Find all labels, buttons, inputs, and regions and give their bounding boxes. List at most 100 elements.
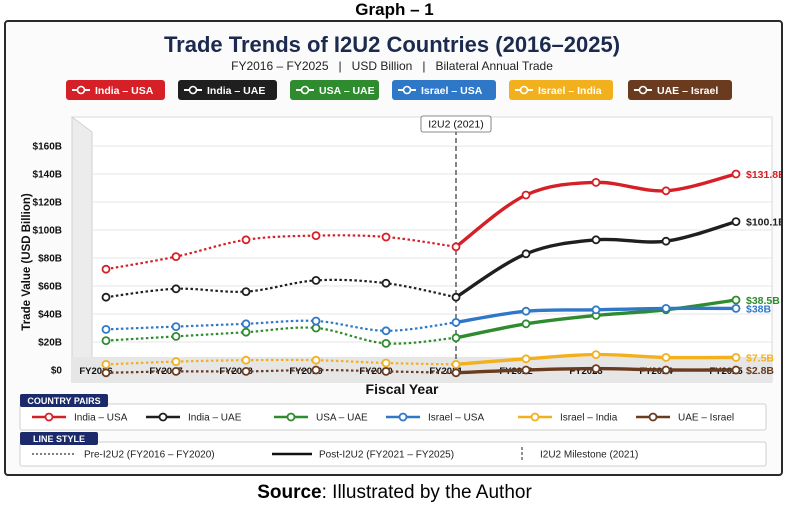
series-israel-usa-point xyxy=(171,322,181,332)
y-tick-labels: $0 $20B $40B $60B $80B $100B $120B $140B $160B xyxy=(33,142,63,377)
y-axis-label: Trade Value (USD Billion) xyxy=(21,193,33,331)
legend-pill-marker xyxy=(76,85,86,95)
series-india-uae-point xyxy=(521,249,531,259)
source-label: Source xyxy=(257,482,322,503)
series-india-uae-point xyxy=(661,236,671,246)
legend-pill-marker xyxy=(300,85,310,95)
legend-pill-marker xyxy=(638,85,648,95)
legend-pill-label: USA – UAE xyxy=(319,85,375,97)
x-axis-label: Fiscal Year xyxy=(366,381,439,397)
end-label-india-uae: $100.1B xyxy=(746,217,781,229)
milestone-style-label: I2U2 Milestone (2021) xyxy=(540,450,638,461)
series-usa-uae-pre-line xyxy=(105,326,457,345)
y-tick-label: $40B xyxy=(38,310,62,321)
legend-label-india-usa: India – USA xyxy=(74,413,128,424)
series-usa-uae-point xyxy=(241,327,251,337)
y-tick-label: $60B xyxy=(38,282,62,293)
series-india-uae-point xyxy=(731,217,741,227)
line-style-tag xyxy=(20,432,98,445)
series-uae-israel-point xyxy=(241,366,251,376)
end-labels: $131.8B $100.1B $38.5B$38B $7.5B$2.8B xyxy=(746,169,781,377)
series-israel-usa-point xyxy=(451,317,461,327)
end-label-india-usa: $131.8B xyxy=(746,169,781,181)
series-usa-uae-point xyxy=(451,333,461,343)
series-india-usa-point xyxy=(661,186,671,196)
series-israel-india-point xyxy=(241,355,251,365)
series-india-uae-point xyxy=(101,292,111,302)
legend-pill-usa-uae xyxy=(290,80,379,100)
series-india-usa-point xyxy=(101,264,111,274)
end-label-israel-india: $7.5B xyxy=(746,352,774,364)
series-israel-india-point xyxy=(451,359,461,369)
series-india-uae-point xyxy=(171,284,181,294)
milestone-label-box xyxy=(420,115,492,133)
legend-pill-marker xyxy=(519,85,529,95)
series-israel-usa-point xyxy=(381,326,391,336)
series-israel-usa-point xyxy=(521,306,531,316)
legend-pill-uae-israel xyxy=(628,80,732,100)
end-label-uae-israel: $2.8B xyxy=(746,365,774,377)
legend-pill-label: Israel – USA xyxy=(421,85,483,97)
series-israel-usa-point xyxy=(241,319,251,329)
y-tick-label: $120B xyxy=(33,198,62,209)
series-usa-uae-point xyxy=(171,331,181,341)
series-india-usa-point xyxy=(451,242,461,252)
y-tick-label: $0 xyxy=(51,366,63,377)
series-israel-usa-point xyxy=(731,303,741,313)
series-usa-uae-point xyxy=(311,323,321,333)
series-uae-israel-point xyxy=(381,366,391,376)
series-india-uae-point xyxy=(311,275,321,285)
legend-marker-israel-india xyxy=(530,412,540,422)
trade-trends-chart: Trade Trends of I2U2 Countries (2016–202… xyxy=(19,32,781,467)
legend-marker-israel-usa xyxy=(398,412,408,422)
series-usa-uae-point xyxy=(101,336,111,346)
x-tick-label: FY2017 xyxy=(149,366,182,377)
series-israel-india-point xyxy=(661,352,671,362)
legend-pill-label: UAE – Israel xyxy=(657,85,718,97)
top-legend: India – USA India – UAE USA – UAE Israel – … xyxy=(66,80,732,100)
line-style-panel xyxy=(19,441,767,467)
y-tick-label: $100B xyxy=(33,226,62,237)
legend-pill-label: India – UAE xyxy=(207,85,265,97)
country-pairs-title: COUNTRY PAIRS xyxy=(27,396,100,406)
milestone-label: I2U2 (2021) xyxy=(428,119,483,131)
grid-lines xyxy=(92,145,772,371)
chart-title: Trade Trends of I2U2 Countries (2016–202… xyxy=(164,32,620,57)
series-india-usa-point xyxy=(591,177,601,187)
legend-pill-marker xyxy=(188,85,198,95)
series-india-usa-point xyxy=(241,235,251,245)
legend-label-usa-uae: USA – UAE xyxy=(316,413,368,424)
series-india-uae-point xyxy=(381,278,391,288)
pre-style-label: Pre-I2U2 (FY2016 – FY2020) xyxy=(84,450,215,461)
series-india-uae-point xyxy=(241,287,251,297)
graph-heading: Graph – 1 xyxy=(355,0,434,19)
end-label-usa-uae: $38.5B xyxy=(746,295,780,307)
series-israel-usa-pre-line xyxy=(105,319,457,332)
series-india-uae-pre-line xyxy=(105,278,457,299)
series-uae-israel-point xyxy=(311,365,321,375)
series-india-usa-point xyxy=(731,169,741,179)
legend-marker-india-usa xyxy=(44,412,54,422)
series-israel-india-point xyxy=(171,357,181,367)
legend-pill-label: India – USA xyxy=(95,85,154,97)
legend-marker-usa-uae xyxy=(286,412,296,422)
x-tick-label: FY2016 xyxy=(79,366,112,377)
series-israel-india-pre-line xyxy=(105,358,457,366)
series-israel-india-point xyxy=(101,359,111,369)
y-tick-label: $80B xyxy=(38,254,62,265)
legend-pill-india-uae xyxy=(178,80,277,100)
series-india-usa-point xyxy=(171,252,181,262)
series-israel-usa-point xyxy=(311,316,321,326)
source-caption: Source: Illustrated by the Author xyxy=(0,481,789,505)
plot-side-wall xyxy=(71,116,93,383)
country-pairs-tag xyxy=(20,394,108,407)
series-israel-usa-point xyxy=(101,324,111,334)
plot-panel xyxy=(71,116,773,383)
x-tick-label: FY2019 xyxy=(289,366,322,377)
y-tick-label: $160B xyxy=(33,142,62,153)
series-uae-israel-point xyxy=(101,368,111,378)
line-style-title: LINE STYLE xyxy=(33,434,85,444)
series-uae-israel-pre-line xyxy=(105,368,457,374)
legend-label-israel-usa: Israel – USA xyxy=(428,413,484,424)
chart-frame: Trade Trends of I2U2 Countries (2016–202… xyxy=(4,20,783,476)
